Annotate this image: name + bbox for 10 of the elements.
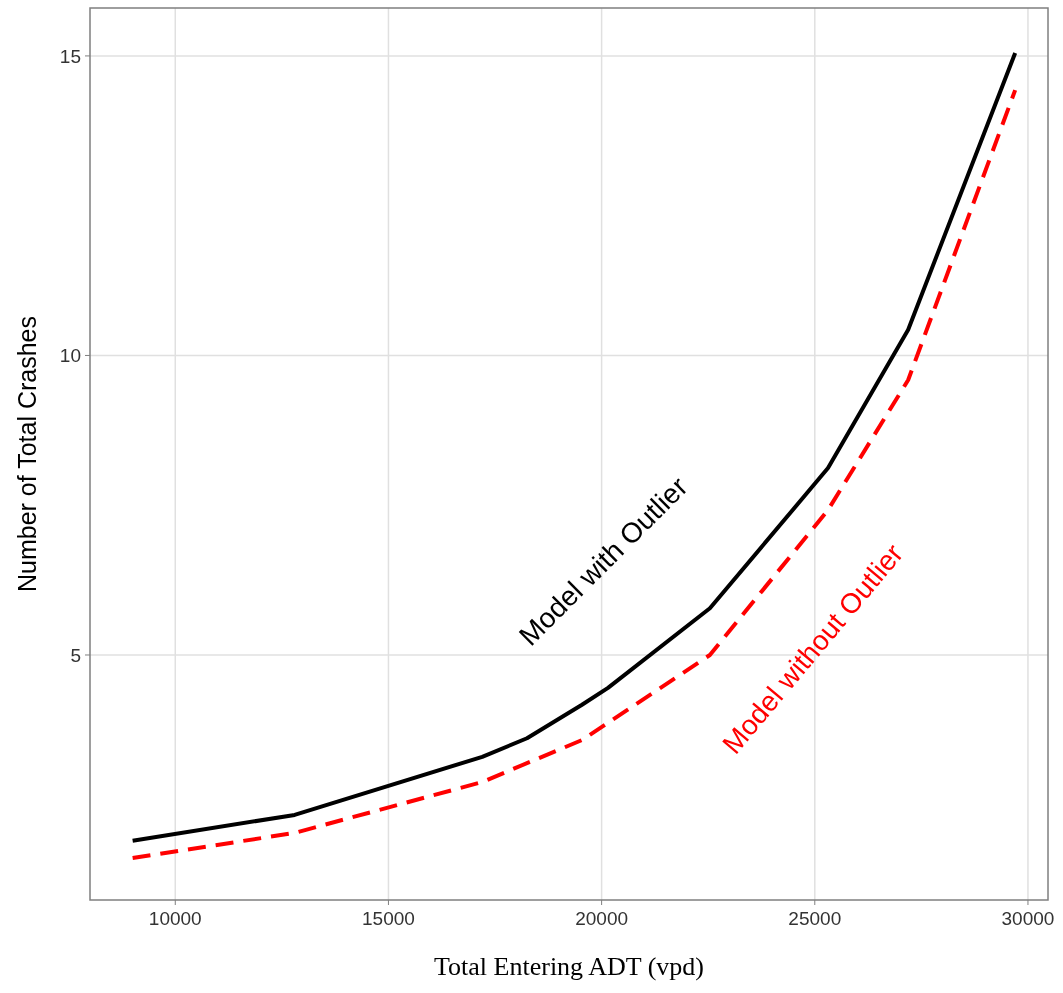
x-axis-title: Total Entering ADT (vpd)	[434, 952, 704, 981]
x-tick-label: 20000	[575, 908, 629, 929]
x-tick-label: 25000	[788, 908, 842, 929]
y-tick-label: 15	[59, 45, 81, 67]
x-tick-label: 15000	[362, 908, 415, 929]
x-tick-label: 10000	[148, 908, 202, 929]
y-tick-label: 5	[70, 644, 81, 666]
y-axis-title: Number of Total Crashes	[13, 315, 41, 593]
x-tick-label: 30000	[1001, 908, 1055, 929]
y-tick-label: 10	[59, 345, 81, 367]
